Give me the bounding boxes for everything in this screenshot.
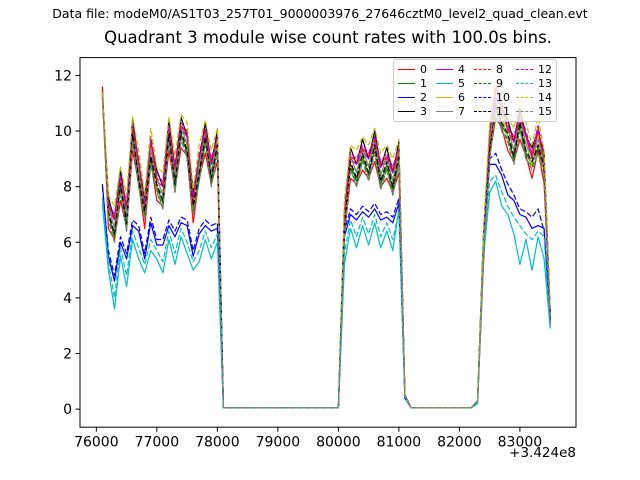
series-line-13 [101,174,551,409]
legend-item-7: 7 [436,105,468,118]
series-line-5 [101,180,551,409]
y-tick-label: 4 [63,291,72,307]
legend-label-12: 12 [538,62,552,76]
legend-line-sample-5 [436,82,453,84]
legend-line-sample-11 [474,111,491,113]
legend-label-11: 11 [496,105,510,119]
legend-label-7: 7 [458,105,465,119]
legend-line-sample-14 [516,97,533,99]
legend-label-9: 9 [496,76,503,90]
series-lines [101,83,551,409]
legend-line-sample-6 [436,97,453,99]
legend-item-12: 12 [516,63,552,76]
legend-item-5: 5 [436,77,468,90]
legend-label-4: 4 [458,62,465,76]
legend-line-sample-4 [436,68,453,70]
x-tick-label: 82000 [437,435,482,451]
series-line-15 [101,97,551,409]
legend-label-3: 3 [420,105,427,119]
legend-label-10: 10 [496,91,510,105]
legend-item-14: 14 [516,91,552,104]
y-tick-label: 12 [54,68,72,84]
x-tick-label: 81000 [377,435,422,451]
legend-line-sample-13 [516,82,533,84]
legend-label-8: 8 [496,62,503,76]
legend-item-9: 9 [474,77,510,90]
legend-line-sample-15 [516,111,533,113]
legend-item-13: 13 [516,77,552,90]
legend-item-8: 8 [474,63,510,76]
legend-label-15: 15 [538,105,552,119]
legend-line-sample-7 [436,111,453,113]
legend-item-0: 0 [398,63,430,76]
y-tick-label: 8 [63,180,72,196]
y-tick-label: 6 [63,235,72,251]
legend-line-sample-3 [398,111,415,113]
legend-line-sample-12 [516,68,533,70]
x-tick-label: 76000 [74,435,119,451]
legend-item-3: 3 [398,105,430,118]
legend-item-6: 6 [436,91,468,104]
legend-item-11: 11 [474,105,510,118]
legend-item-10: 10 [474,91,510,104]
legend-item-4: 4 [436,63,468,76]
y-tick-label: 10 [54,124,72,140]
legend-item-1: 1 [398,77,430,90]
legend-label-13: 13 [538,76,552,90]
x-tick-label: 83000 [498,435,543,451]
legend-item-15: 15 [516,105,552,118]
legend-line-sample-9 [474,82,491,84]
legend-line-sample-2 [398,97,415,99]
y-tick-label: 0 [63,402,72,418]
x-tick-label: 80000 [316,435,361,451]
legend-line-sample-8 [474,68,491,70]
legend-label-6: 6 [458,91,465,105]
legend-label-0: 0 [420,62,427,76]
legend-label-14: 14 [538,91,552,105]
legend-label-2: 2 [420,91,427,105]
x-tick-label: 79000 [256,435,301,451]
legend-label-1: 1 [420,76,427,90]
x-tick-label: 78000 [195,435,240,451]
legend-item-2: 2 [398,91,430,104]
legend-line-sample-10 [474,97,491,99]
y-tick-label: 2 [63,347,72,363]
chart-title: Quadrant 3 module wise count rates with … [104,28,552,47]
data-file-label: Data file: modeM0/AS1T03_257T01_90000039… [52,6,588,21]
x-tick-label: 77000 [135,435,180,451]
legend: 0 1 2 3 4 5 6 7 8 9 10 11 12 13 14 15 [393,59,557,122]
x-axis-ticks: 76000 77000 78000 79000 80000 81000 82000 83000 [74,427,542,451]
legend-line-sample-0 [398,68,415,70]
legend-line-sample-1 [398,82,415,84]
legend-label-5: 5 [458,76,465,90]
x-axis-offset-label: +3.424e8 [509,445,576,461]
y-axis-ticks: 0 2 4 6 8 10 12 [54,68,80,418]
